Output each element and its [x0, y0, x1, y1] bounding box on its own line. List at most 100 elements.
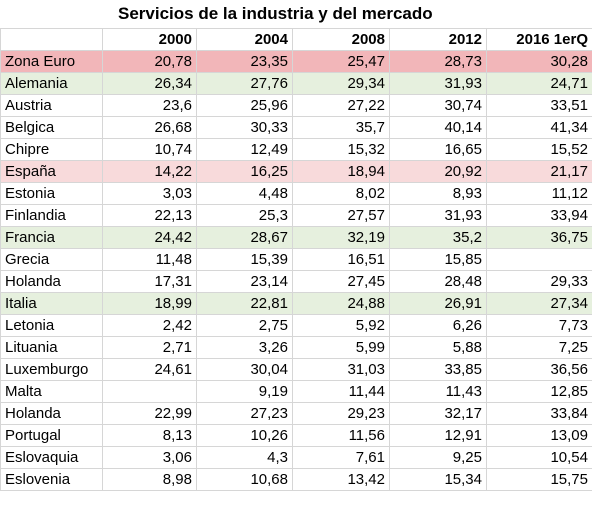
value-cell[interactable]	[486, 248, 592, 271]
value-cell[interactable]: 5,99	[292, 336, 390, 359]
value-cell[interactable]: 27,34	[486, 292, 592, 315]
value-cell[interactable]: 11,43	[389, 380, 487, 403]
value-cell[interactable]: 13,42	[292, 468, 390, 491]
value-cell[interactable]: 7,73	[486, 314, 592, 337]
value-cell[interactable]: 21,17	[486, 160, 592, 183]
value-cell[interactable]: 15,85	[389, 248, 487, 271]
value-cell[interactable]: 2,75	[196, 314, 293, 337]
value-cell[interactable]: 26,91	[389, 292, 487, 315]
value-cell[interactable]: 24,88	[292, 292, 390, 315]
country-cell[interactable]: Letonia	[0, 314, 103, 337]
value-cell[interactable]: 7,25	[486, 336, 592, 359]
value-cell[interactable]: 15,52	[486, 138, 592, 161]
value-cell[interactable]: 30,74	[389, 94, 487, 117]
value-cell[interactable]: 14,22	[102, 160, 197, 183]
value-cell[interactable]: 27,23	[196, 402, 293, 425]
value-cell[interactable]: 16,25	[196, 160, 293, 183]
country-cell[interactable]: Eslovaquia	[0, 446, 103, 469]
country-cell[interactable]: Zona Euro	[0, 50, 103, 73]
value-cell[interactable]: 35,7	[292, 116, 390, 139]
value-cell[interactable]: 27,76	[196, 72, 293, 95]
value-cell[interactable]: 30,28	[486, 50, 592, 73]
column-header-2004[interactable]: 2004	[196, 28, 293, 51]
value-cell[interactable]: 11,48	[102, 248, 197, 271]
value-cell[interactable]: 10,68	[196, 468, 293, 491]
value-cell[interactable]: 23,6	[102, 94, 197, 117]
value-cell[interactable]: 24,42	[102, 226, 197, 249]
country-cell[interactable]: Italia	[0, 292, 103, 315]
value-cell[interactable]: 18,99	[102, 292, 197, 315]
value-cell[interactable]: 3,03	[102, 182, 197, 205]
value-cell[interactable]: 23,14	[196, 270, 293, 293]
country-cell[interactable]: Austria	[0, 94, 103, 117]
value-cell[interactable]: 9,25	[389, 446, 487, 469]
value-cell[interactable]: 11,56	[292, 424, 390, 447]
value-cell[interactable]: 12,85	[486, 380, 592, 403]
value-cell[interactable]: 41,34	[486, 116, 592, 139]
value-cell[interactable]: 12,91	[389, 424, 487, 447]
value-cell[interactable]: 33,51	[486, 94, 592, 117]
value-cell[interactable]: 17,31	[102, 270, 197, 293]
value-cell[interactable]: 30,04	[196, 358, 293, 381]
value-cell[interactable]: 3,26	[196, 336, 293, 359]
value-cell[interactable]: 27,57	[292, 204, 390, 227]
value-cell[interactable]: 32,17	[389, 402, 487, 425]
value-cell[interactable]: 15,32	[292, 138, 390, 161]
value-cell[interactable]: 33,85	[389, 358, 487, 381]
value-cell[interactable]: 25,96	[196, 94, 293, 117]
value-cell[interactable]: 10,26	[196, 424, 293, 447]
value-cell[interactable]: 27,22	[292, 94, 390, 117]
value-cell[interactable]: 8,13	[102, 424, 197, 447]
column-header-2000[interactable]: 2000	[102, 28, 197, 51]
value-cell[interactable]: 2,42	[102, 314, 197, 337]
value-cell[interactable]: 26,68	[102, 116, 197, 139]
country-cell[interactable]: Malta	[0, 380, 103, 403]
value-cell[interactable]: 5,88	[389, 336, 487, 359]
value-cell[interactable]: 28,67	[196, 226, 293, 249]
value-cell[interactable]: 22,81	[196, 292, 293, 315]
country-cell[interactable]: Eslovenia	[0, 468, 103, 491]
value-cell[interactable]: 29,23	[292, 402, 390, 425]
value-cell[interactable]: 22,99	[102, 402, 197, 425]
value-cell[interactable]: 27,45	[292, 270, 390, 293]
value-cell[interactable]: 15,34	[389, 468, 487, 491]
country-cell[interactable]: Portugal	[0, 424, 103, 447]
country-cell[interactable]: Luxemburgo	[0, 358, 103, 381]
value-cell[interactable]: 23,35	[196, 50, 293, 73]
value-cell[interactable]: 29,33	[486, 270, 592, 293]
value-cell[interactable]: 10,54	[486, 446, 592, 469]
country-cell[interactable]: España	[0, 160, 103, 183]
value-cell[interactable]: 11,12	[486, 182, 592, 205]
value-cell[interactable]: 32,19	[292, 226, 390, 249]
country-cell[interactable]: Alemania	[0, 72, 103, 95]
country-cell[interactable]: Francia	[0, 226, 103, 249]
country-cell[interactable]: Grecia	[0, 248, 103, 271]
value-cell[interactable]: 8,02	[292, 182, 390, 205]
value-cell[interactable]: 9,19	[196, 380, 293, 403]
value-cell[interactable]: 11,44	[292, 380, 390, 403]
value-cell[interactable]: 31,03	[292, 358, 390, 381]
value-cell[interactable]: 6,26	[389, 314, 487, 337]
column-header-country[interactable]	[0, 28, 103, 51]
value-cell[interactable]: 15,75	[486, 468, 592, 491]
value-cell[interactable]: 30,33	[196, 116, 293, 139]
value-cell[interactable]: 4,3	[196, 446, 293, 469]
country-cell[interactable]: Holanda	[0, 270, 103, 293]
value-cell[interactable]: 2,71	[102, 336, 197, 359]
value-cell[interactable]: 24,61	[102, 358, 197, 381]
country-cell[interactable]: Belgica	[0, 116, 103, 139]
value-cell[interactable]: 16,65	[389, 138, 487, 161]
value-cell[interactable]: 20,92	[389, 160, 487, 183]
value-cell[interactable]: 12,49	[196, 138, 293, 161]
value-cell[interactable]: 8,98	[102, 468, 197, 491]
value-cell[interactable]: 31,93	[389, 204, 487, 227]
value-cell[interactable]: 40,14	[389, 116, 487, 139]
value-cell[interactable]: 25,3	[196, 204, 293, 227]
value-cell[interactable]: 31,93	[389, 72, 487, 95]
value-cell[interactable]: 20,78	[102, 50, 197, 73]
value-cell[interactable]: 8,93	[389, 182, 487, 205]
value-cell[interactable]	[102, 380, 197, 403]
value-cell[interactable]: 24,71	[486, 72, 592, 95]
country-cell[interactable]: Lituania	[0, 336, 103, 359]
value-cell[interactable]: 13,09	[486, 424, 592, 447]
